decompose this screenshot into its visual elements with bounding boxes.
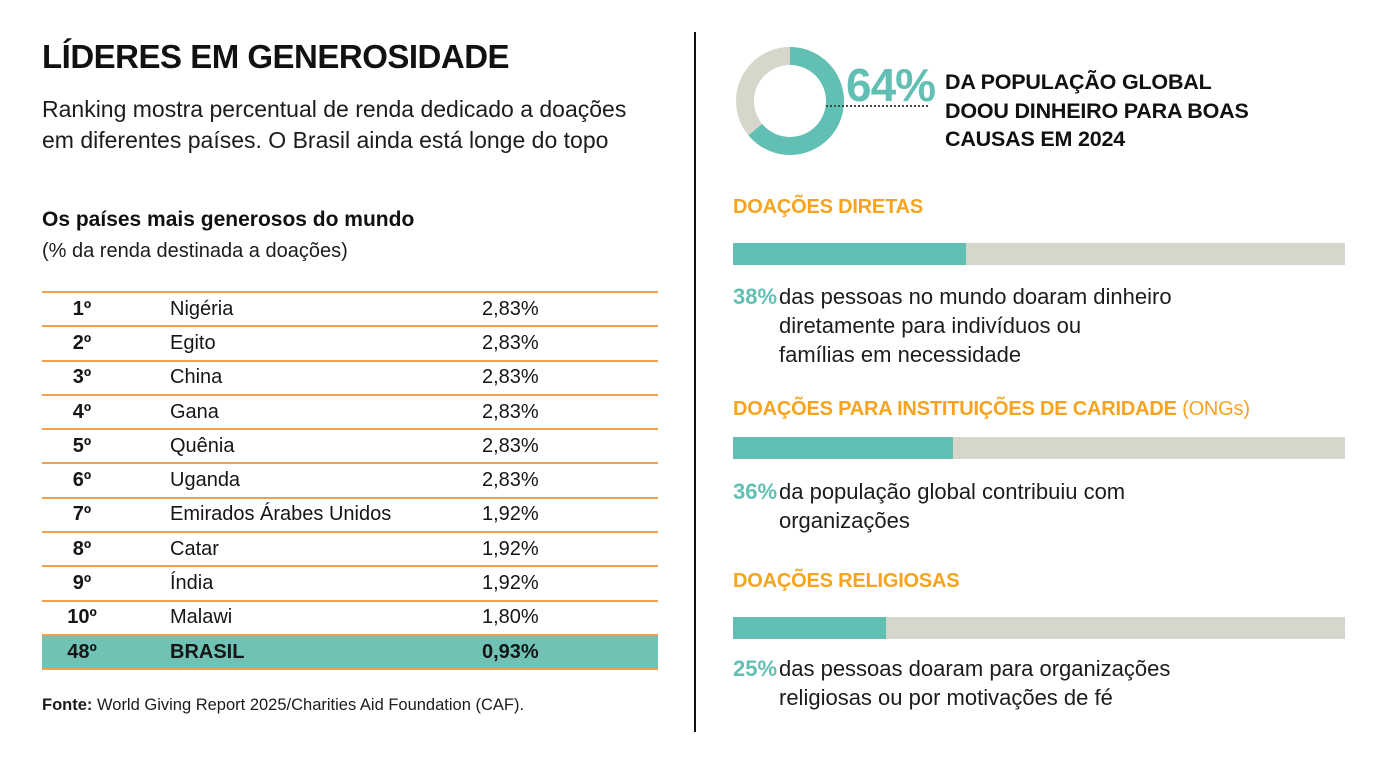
donut-chart xyxy=(736,47,844,155)
source-note: Fonte: World Giving Report 2025/Charitie… xyxy=(42,696,524,715)
country-cell: Gana xyxy=(170,400,219,423)
donut-desc-line-3: CAUSAS EM 2024 xyxy=(945,127,1126,151)
country-cell: China xyxy=(170,366,223,389)
rank-cell: 9º xyxy=(72,572,92,595)
section-body-religious-donations: 25% das pessoas doaram para organizações… xyxy=(733,654,1170,712)
section-text: da população global contribuiu com organ… xyxy=(779,479,1126,533)
bar-charity-donations xyxy=(733,437,1345,459)
bar-fill xyxy=(733,243,966,265)
table-row: 7º Emirados Árabes Unidos 1,92% xyxy=(42,496,658,531)
section-title: DOAÇÕES RELIGIOSAS xyxy=(733,570,960,592)
country-cell: BRASIL xyxy=(170,640,245,663)
country-cell: Índia xyxy=(170,572,214,595)
donut-callout-dotted-line xyxy=(826,105,928,107)
table-row: 8º Catar 1,92% xyxy=(42,531,658,565)
bar-religious-donations xyxy=(733,617,1345,639)
source-text: World Giving Report 2025/Charities Aid F… xyxy=(92,696,525,714)
subtitle-line-2: em diferentes países. O Brasil ainda est… xyxy=(42,127,609,153)
table-subtitle: (% da renda destinada a doações) xyxy=(42,240,348,262)
table-row: 9º Índia 1,92% xyxy=(42,565,658,599)
rank-cell: 7º xyxy=(72,503,92,526)
bar-fill xyxy=(733,617,886,639)
page-title: LÍDERES EM GENEROSIDADE xyxy=(42,38,510,75)
generosity-ranking-table: 1º Nigéria 2,83% 2º Egito 2,83% 3º China… xyxy=(42,291,658,671)
table-row: 5º Quênia 2,83% xyxy=(42,428,658,462)
rank-cell: 8º xyxy=(72,537,92,560)
country-cell: Nigéria xyxy=(170,297,234,320)
section-percent-label: 38% xyxy=(733,284,778,309)
table-title: Os países mais generosos do mundo xyxy=(42,208,415,231)
value-cell: 1,92% xyxy=(482,537,539,560)
rank-cell: 1º xyxy=(72,297,92,320)
value-cell: 2,83% xyxy=(482,366,539,389)
donut-percent-label: 64% xyxy=(846,59,936,111)
bar-fill xyxy=(733,437,954,459)
page-subtitle: Ranking mostra percentual de renda dedic… xyxy=(42,94,626,156)
value-cell: 2,83% xyxy=(482,400,539,423)
rank-cell: 2º xyxy=(72,331,92,354)
section-header-direct-donations: DOAÇÕES DIRETAS xyxy=(733,196,923,219)
rank-cell: 3º xyxy=(72,366,92,389)
section-title-suffix: (ONGs) xyxy=(1176,398,1250,420)
section-text: das pessoas doaram para organizações rel… xyxy=(779,656,1171,710)
country-cell: Emirados Árabes Unidos xyxy=(170,503,392,526)
value-cell: 1,92% xyxy=(482,572,539,595)
section-body-direct-donations: 38% das pessoas no mundo doaram dinheiro… xyxy=(733,282,1172,369)
table-row: 6º Uganda 2,83% xyxy=(42,462,658,496)
subtitle-line-1: Ranking mostra percentual de renda dedic… xyxy=(42,96,627,122)
bar-direct-donations xyxy=(733,243,1345,265)
table-row-brasil-highlight: 48º BRASIL 0,93% xyxy=(42,633,658,669)
rank-cell: 48º xyxy=(67,640,97,663)
value-cell: 0,93% xyxy=(482,640,539,663)
section-percent-label: 36% xyxy=(733,479,778,504)
rank-cell: 4º xyxy=(72,400,92,423)
section-body-charity-donations: 36% da população global contribuiu com o… xyxy=(733,477,1125,535)
section-header-religious-donations: DOAÇÕES RELIGIOSAS xyxy=(733,570,960,593)
value-cell: 2,83% xyxy=(482,469,539,492)
country-cell: Quênia xyxy=(170,434,235,457)
section-title: DOAÇÕES DIRETAS xyxy=(733,196,923,218)
table-row: 2º Egito 2,83% xyxy=(42,325,658,359)
vertical-divider xyxy=(694,32,696,732)
donut-hole xyxy=(754,65,826,137)
rank-cell: 5º xyxy=(72,434,92,457)
table-row: 1º Nigéria 2,83% xyxy=(42,291,658,325)
country-cell: Malawi xyxy=(170,606,233,629)
donut-desc-line-2: DOOU DINHEIRO PARA BOAS xyxy=(945,98,1249,123)
value-cell: 2,83% xyxy=(482,297,539,320)
value-cell: 2,83% xyxy=(482,331,539,354)
donut-description: DA POPULAÇÃO GLOBAL DOOU DINHEIRO PARA B… xyxy=(945,68,1249,154)
source-label: Fonte: xyxy=(42,696,93,714)
donut-desc-line-1: DA POPULAÇÃO GLOBAL xyxy=(945,70,1212,94)
table-row: 3º China 2,83% xyxy=(42,359,658,394)
table-row: 4º Gana 2,83% xyxy=(42,393,658,428)
country-cell: Uganda xyxy=(170,469,241,492)
value-cell: 2,83% xyxy=(482,434,539,457)
rank-cell: 10º xyxy=(67,606,97,629)
section-header-charity-donations: DOAÇÕES PARA INSTITUIÇÕES DE CARIDADE (O… xyxy=(733,398,1250,421)
section-percent-label: 25% xyxy=(733,656,778,681)
section-title: DOAÇÕES PARA INSTITUIÇÕES DE CARIDADE xyxy=(733,398,1177,420)
section-text: das pessoas no mundo doaram dinheiro dir… xyxy=(779,284,1172,367)
table-row: 10º Malawi 1,80% xyxy=(42,599,658,634)
country-cell: Egito xyxy=(170,331,216,354)
value-cell: 1,92% xyxy=(482,503,539,526)
value-cell: 1,80% xyxy=(482,606,539,629)
rank-cell: 6º xyxy=(72,469,92,492)
country-cell: Catar xyxy=(170,537,219,560)
